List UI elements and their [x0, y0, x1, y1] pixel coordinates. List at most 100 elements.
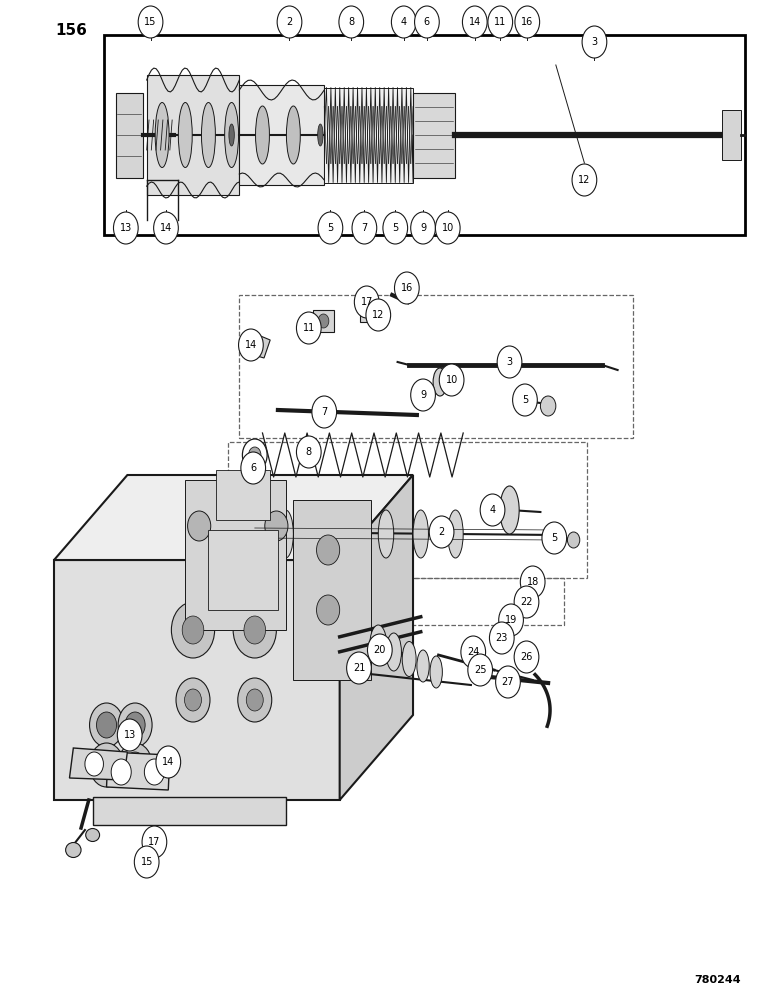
Ellipse shape	[500, 486, 519, 534]
Text: 3: 3	[506, 357, 513, 367]
Circle shape	[367, 634, 392, 666]
Bar	[54, 560, 340, 800]
Text: 2: 2	[438, 527, 445, 537]
Circle shape	[134, 846, 159, 878]
Ellipse shape	[225, 103, 239, 167]
Circle shape	[520, 566, 545, 598]
Circle shape	[411, 379, 435, 411]
Text: 9: 9	[420, 223, 426, 233]
Text: 5: 5	[551, 533, 557, 543]
Text: 11: 11	[303, 323, 315, 333]
Bar	[239, 295, 633, 438]
Text: 10: 10	[442, 223, 454, 233]
Circle shape	[411, 212, 435, 244]
Circle shape	[429, 516, 454, 548]
Text: 780244: 780244	[695, 975, 741, 985]
Circle shape	[318, 314, 329, 328]
Ellipse shape	[66, 842, 81, 857]
Circle shape	[352, 212, 377, 244]
Ellipse shape	[413, 510, 428, 558]
Text: 11: 11	[494, 17, 506, 27]
Polygon shape	[340, 475, 413, 800]
Circle shape	[567, 532, 580, 548]
Text: 14: 14	[245, 340, 257, 350]
Text: 16: 16	[401, 283, 413, 293]
Bar	[324, 88, 413, 182]
Circle shape	[582, 26, 607, 58]
Circle shape	[249, 447, 261, 463]
Circle shape	[117, 719, 142, 751]
Ellipse shape	[229, 124, 235, 146]
Text: 5: 5	[522, 395, 528, 405]
Circle shape	[394, 272, 419, 304]
Circle shape	[468, 654, 493, 686]
Circle shape	[244, 616, 266, 644]
Bar	[239, 85, 324, 185]
Circle shape	[488, 6, 513, 38]
Circle shape	[85, 752, 103, 776]
Circle shape	[489, 622, 514, 654]
Text: 19: 19	[505, 615, 517, 625]
Text: 23: 23	[496, 633, 508, 643]
Circle shape	[318, 212, 343, 244]
Circle shape	[171, 602, 215, 658]
Text: 17: 17	[148, 837, 161, 847]
Bar	[93, 797, 286, 825]
Circle shape	[542, 522, 567, 554]
Circle shape	[242, 439, 267, 471]
Circle shape	[246, 689, 263, 711]
Circle shape	[296, 312, 321, 344]
Bar	[360, 304, 377, 322]
Circle shape	[513, 384, 537, 416]
Ellipse shape	[414, 385, 425, 409]
Text: 17: 17	[361, 297, 373, 307]
Text: 20: 20	[374, 645, 386, 655]
Circle shape	[277, 6, 302, 38]
Bar	[208, 530, 278, 610]
Circle shape	[118, 743, 152, 787]
Ellipse shape	[378, 510, 394, 558]
Text: 14: 14	[469, 17, 481, 27]
Circle shape	[439, 364, 464, 396]
Text: 156: 156	[56, 23, 87, 38]
Text: 10: 10	[445, 375, 458, 385]
Circle shape	[296, 436, 321, 468]
Ellipse shape	[317, 124, 323, 146]
Circle shape	[497, 346, 522, 378]
Bar	[413, 93, 455, 178]
Ellipse shape	[86, 828, 100, 842]
Text: 27: 27	[502, 677, 514, 687]
Text: 12: 12	[578, 175, 591, 185]
Text: 2: 2	[286, 17, 293, 27]
Ellipse shape	[201, 103, 215, 167]
Circle shape	[347, 652, 371, 684]
Bar	[228, 442, 587, 578]
Polygon shape	[69, 748, 127, 780]
Text: 7: 7	[321, 407, 327, 417]
Text: 21: 21	[353, 663, 365, 673]
Circle shape	[90, 743, 124, 787]
Circle shape	[383, 212, 408, 244]
Ellipse shape	[430, 656, 442, 688]
Circle shape	[154, 212, 178, 244]
Circle shape	[182, 616, 204, 644]
Ellipse shape	[256, 106, 269, 164]
Circle shape	[499, 604, 523, 636]
Circle shape	[317, 595, 340, 625]
Ellipse shape	[178, 103, 192, 167]
Ellipse shape	[278, 510, 293, 558]
Circle shape	[125, 752, 145, 778]
Text: 7: 7	[361, 223, 367, 233]
Text: 22: 22	[520, 597, 533, 607]
Text: 26: 26	[520, 652, 533, 662]
Text: 14: 14	[162, 757, 174, 767]
Circle shape	[138, 6, 163, 38]
Text: 14: 14	[160, 223, 172, 233]
Text: 6: 6	[424, 17, 430, 27]
Text: 12: 12	[372, 310, 384, 320]
Circle shape	[480, 494, 505, 526]
Bar	[293, 500, 371, 680]
Circle shape	[317, 535, 340, 565]
Circle shape	[312, 396, 337, 428]
Circle shape	[515, 6, 540, 38]
